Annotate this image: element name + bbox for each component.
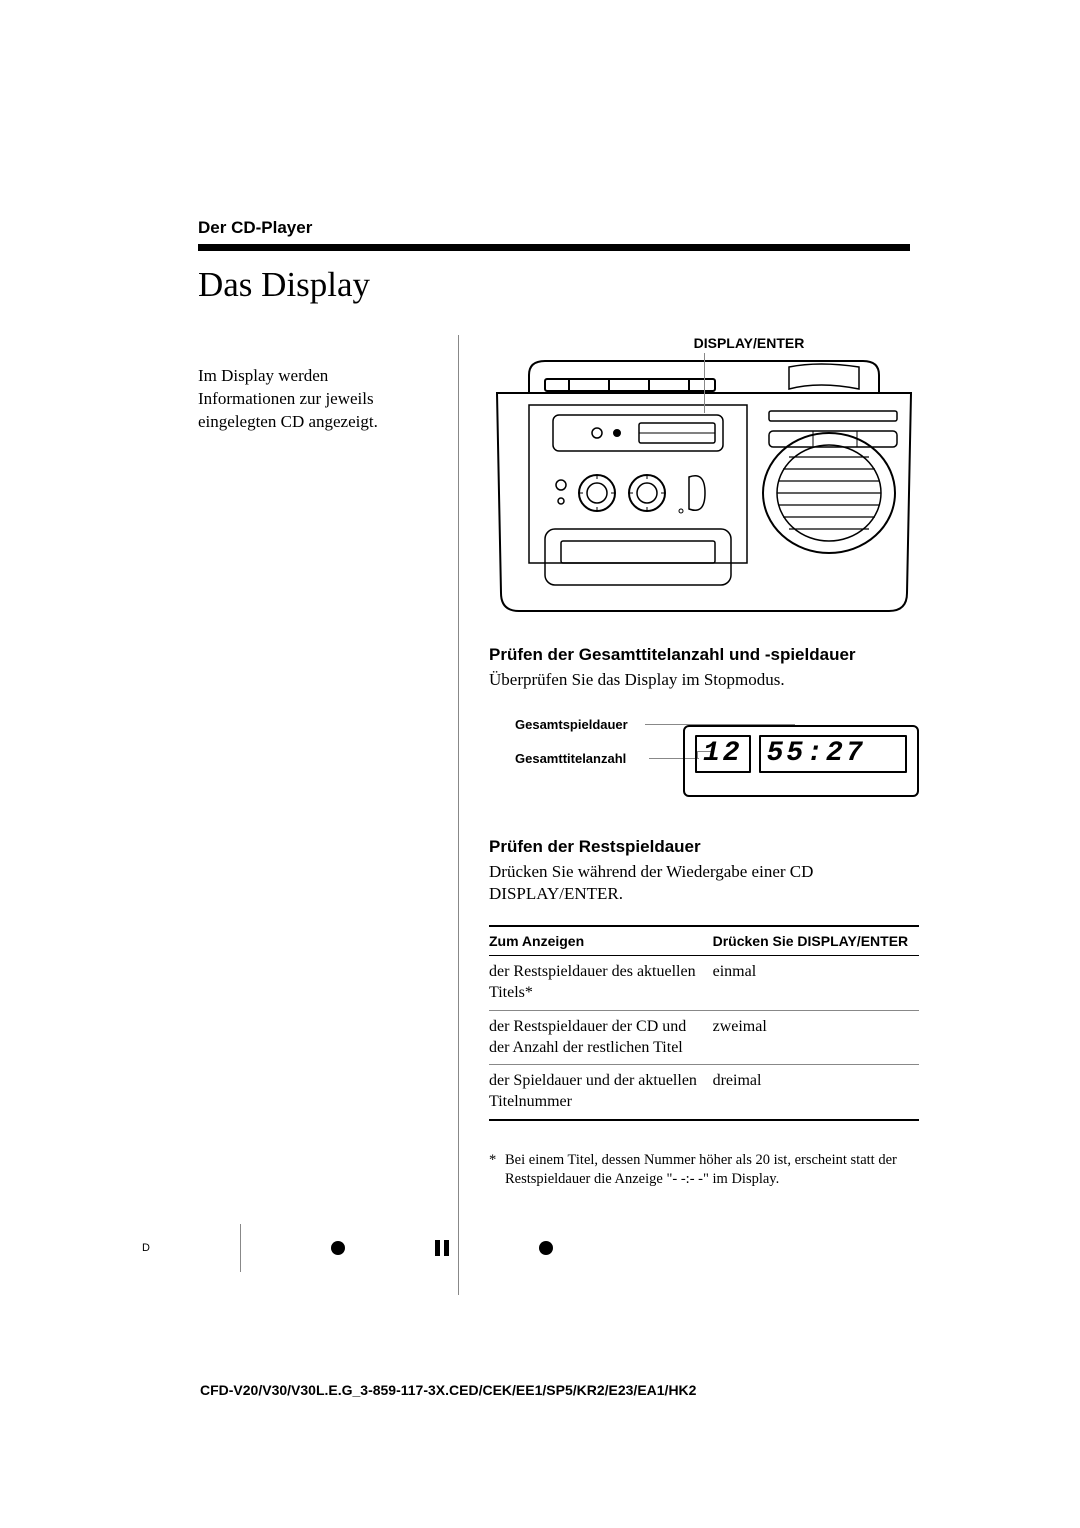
footnote: * Bei einem Titel, dessen Nummer höher a…	[489, 1151, 919, 1189]
text-remaining: Drücken Sie während der Wiedergabe einer…	[489, 861, 919, 905]
th-press: Drücken Sie DISPLAY/ENTER	[713, 926, 919, 956]
display-time: 55:27	[759, 735, 907, 773]
table-cell: der Restspieldauer des aktuellen Titels*	[489, 956, 713, 1011]
heading-total: Prüfen der Gesamttitelanzahl und -spield…	[489, 645, 919, 665]
table-cell: zweimal	[713, 1010, 919, 1065]
label-gesamtspieldauer: Gesamtspieldauer	[515, 717, 628, 732]
display-annotation: Gesamtspieldauer Gesamttitelanzahl 12 55…	[489, 711, 919, 811]
text-total: Überprüfen Sie das Display im Stopmodus.	[489, 669, 919, 691]
dot-icon	[331, 1241, 345, 1255]
device-illustration	[489, 353, 919, 617]
footer-model: CFD-V20/V30/V30L.E.G_3-859-117-3X.CED/CE…	[200, 1382, 696, 1398]
table-cell: der Restspieldauer der CD und der Anzahl…	[489, 1010, 713, 1065]
dot-icon	[539, 1241, 553, 1255]
lcd-display: 12 55:27	[683, 725, 919, 797]
table-cell: einmal	[713, 956, 919, 1011]
page-letter: D	[142, 1242, 150, 1254]
page-title: Das Display	[198, 265, 910, 305]
callout-display-enter: DISPLAY/ENTER	[579, 335, 919, 351]
intro-text: Im Display werden Informationen zur jewe…	[198, 335, 428, 1295]
heading-remaining: Prüfen der Restspieldauer	[489, 837, 919, 857]
pause-icon	[435, 1240, 449, 1256]
footnote-text: Bei einem Titel, dessen Nummer höher als…	[505, 1151, 919, 1189]
press-table: Zum Anzeigen Drücken Sie DISPLAY/ENTER d…	[489, 925, 919, 1121]
table-cell: der Spieldauer und der aktuellen Titelnu…	[489, 1065, 713, 1120]
crop-marks: D	[142, 1224, 553, 1272]
display-tracks: 12	[695, 735, 751, 773]
label-gesamttitelanzahl: Gesamttitelanzahl	[515, 751, 626, 766]
divider-thick	[198, 244, 910, 251]
th-show: Zum Anzeigen	[489, 926, 713, 956]
table-cell: dreimal	[713, 1065, 919, 1120]
section-label: Der CD-Player	[198, 218, 910, 238]
